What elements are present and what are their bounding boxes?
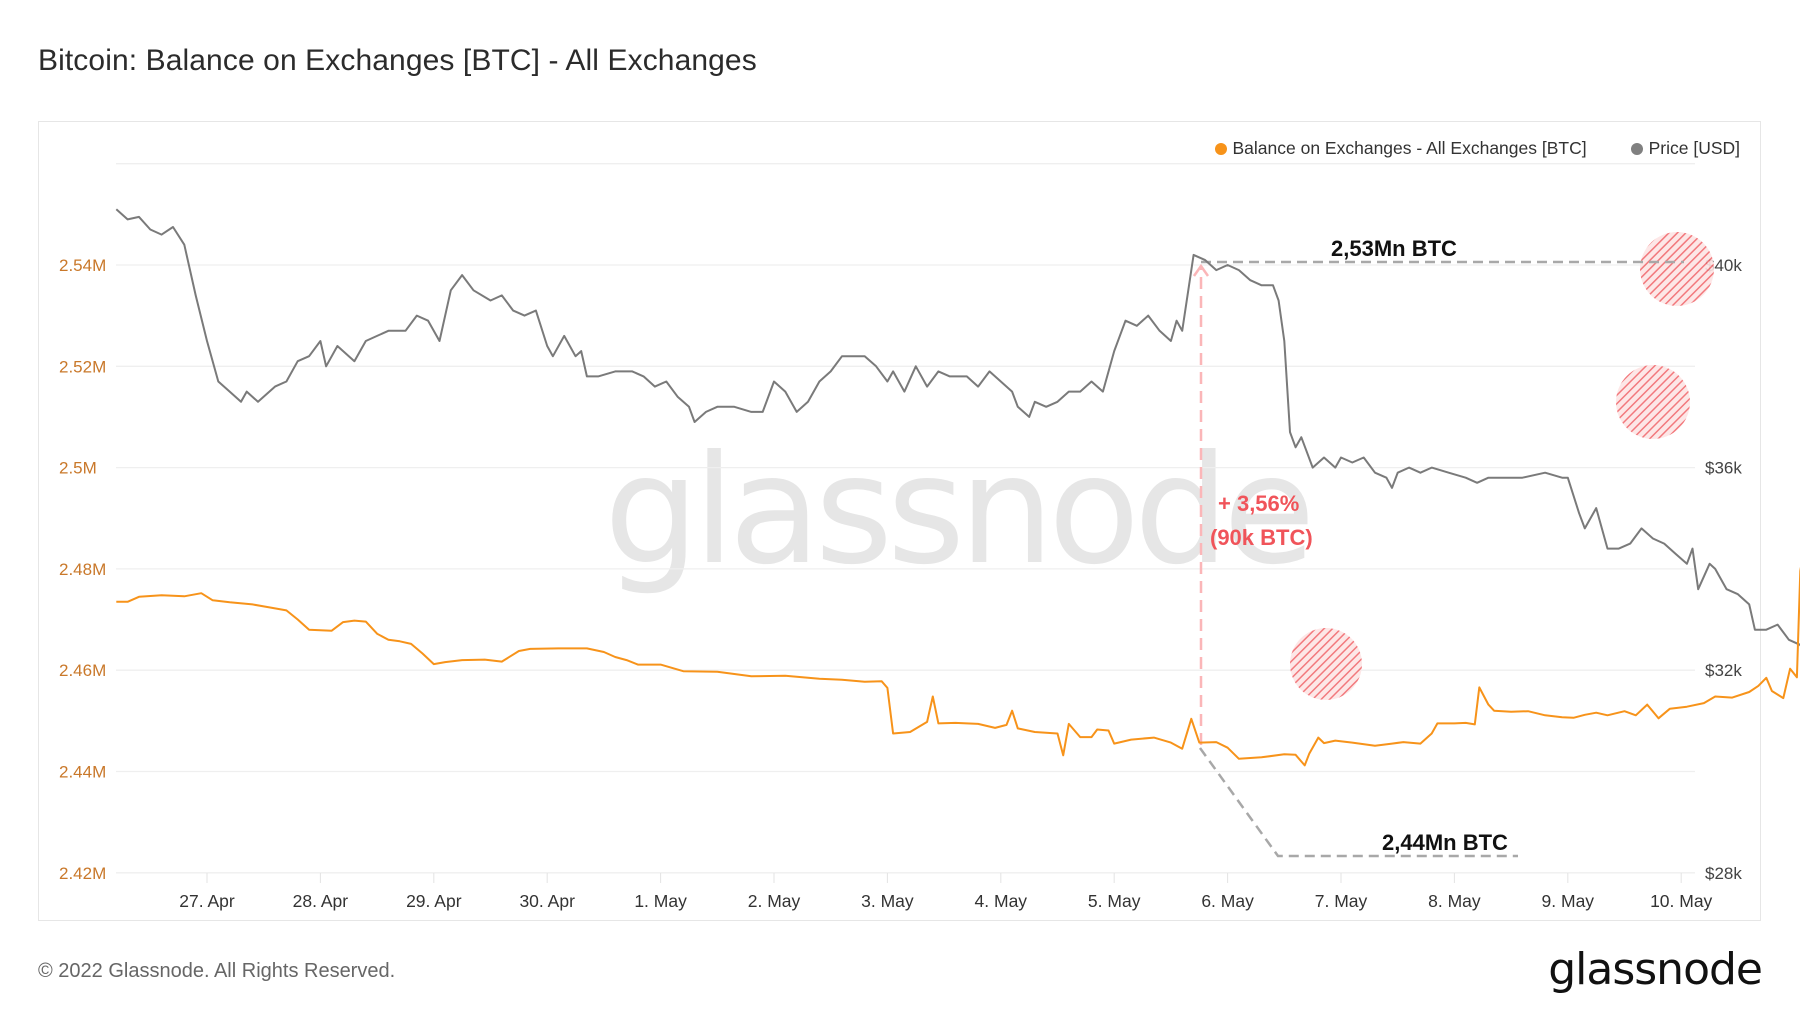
x-tick-label: 6. May	[1201, 891, 1254, 911]
x-tick-label: 5. May	[1088, 891, 1141, 911]
legend-item-balance[interactable]: Balance on Exchanges - All Exchanges [BT…	[1214, 138, 1587, 159]
x-tick-label: 3. May	[861, 891, 914, 911]
y-axis-right: $40k $36k $32k $28k	[1705, 256, 1742, 883]
balance-line	[116, 566, 1800, 767]
change-percent-label: + 3,56%	[1218, 491, 1299, 516]
x-tick-label: 7. May	[1315, 891, 1368, 911]
bottom-reference-dash	[1198, 747, 1518, 858]
gray-dot-icon	[1630, 142, 1643, 155]
y-tick-left: 2.48M	[59, 560, 106, 579]
x-axis: 27. Apr 28. Apr 29. Apr 30. Apr 1. May 2. May…	[179, 873, 1713, 911]
bottom-balance-label: 2,44Mn BTC	[1382, 830, 1508, 855]
glassnode-logo[interactable]: glassnode	[1548, 944, 1763, 995]
highlight-circle-10may	[1640, 232, 1714, 306]
highlight-circle-9may	[1616, 365, 1690, 439]
highlight-circle-7may	[1290, 628, 1362, 700]
y-tick-left: 2.42M	[59, 864, 106, 883]
chart-panel	[38, 121, 1761, 921]
y-tick-right: $32k	[1705, 661, 1742, 680]
y-tick-right: $40k	[1705, 256, 1742, 275]
x-tick-label: 4. May	[975, 891, 1028, 911]
legend-label-price: Price [USD]	[1648, 138, 1740, 158]
legend: Balance on Exchanges - All Exchanges [BT…	[1214, 138, 1740, 159]
x-tick-label: 28. Apr	[293, 891, 349, 911]
y-tick-left: 2.52M	[59, 357, 106, 376]
x-tick-label: 1. May	[634, 891, 687, 911]
y-tick-right: $28k	[1705, 864, 1742, 883]
y-tick-left: 2.46M	[59, 661, 106, 680]
arrow-head-icon	[1192, 263, 1210, 277]
x-tick-label: 10. May	[1650, 891, 1712, 911]
y-tick-left: 2.5M	[59, 459, 97, 478]
orange-dot-icon	[1214, 142, 1227, 155]
x-tick-label: 2. May	[748, 891, 801, 911]
y-axis-left: 2.54M 2.52M 2.5M 2.48M 2.46M 2.44M 2.42M	[59, 256, 106, 883]
top-balance-label: 2,53Mn BTC	[1331, 236, 1457, 261]
footer-copyright: © 2022 Glassnode. All Rights Reserved.	[38, 960, 396, 982]
x-tick-label: 27. Apr	[179, 891, 235, 911]
x-tick-label: 8. May	[1428, 891, 1481, 911]
legend-item-price[interactable]: Price [USD]	[1630, 138, 1740, 159]
price-line	[115, 208, 1800, 647]
watermark: glassnode	[604, 424, 1315, 598]
gridlines	[116, 163, 1695, 874]
y-tick-left: 2.44M	[59, 763, 106, 782]
y-tick-left: 2.54M	[59, 256, 106, 275]
x-tick-label: 30. Apr	[519, 891, 575, 911]
y-tick-right: $36k	[1705, 459, 1742, 478]
x-tick-label: 9. May	[1542, 891, 1595, 911]
change-absolute-label: (90k BTC)	[1210, 525, 1313, 550]
chart-title: Bitcoin: Balance on Exchanges [BTC] - Al…	[38, 44, 757, 77]
legend-label-balance: Balance on Exchanges - All Exchanges [BT…	[1232, 138, 1587, 158]
x-tick-label: 29. Apr	[406, 891, 462, 911]
